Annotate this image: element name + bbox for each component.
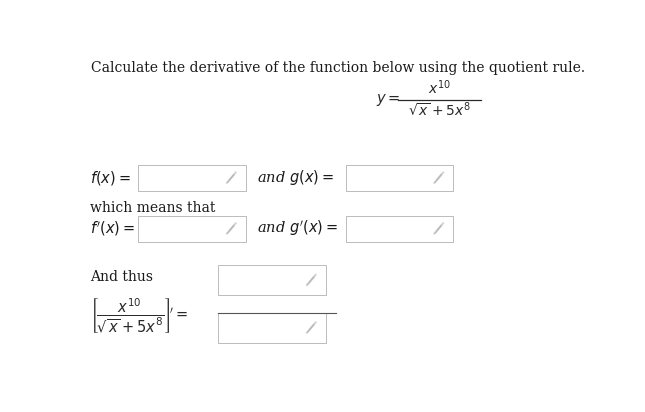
Text: and $g(x) =$: and $g(x) =$ bbox=[257, 169, 333, 187]
Text: $\left[\dfrac{x^{10}}{\sqrt{x}+5x^{8}}\right]^{\!\prime}=$: $\left[\dfrac{x^{10}}{\sqrt{x}+5x^{8}}\r… bbox=[90, 297, 188, 335]
FancyBboxPatch shape bbox=[346, 215, 453, 242]
Text: And thus: And thus bbox=[90, 270, 153, 284]
FancyBboxPatch shape bbox=[218, 265, 326, 295]
FancyBboxPatch shape bbox=[218, 313, 326, 343]
Text: and $g'(x) =$: and $g'(x) =$ bbox=[257, 219, 337, 239]
Text: Calculate the derivative of the function below using the quotient rule.: Calculate the derivative of the function… bbox=[90, 61, 585, 75]
Text: $\sqrt{x}+5x^{8}$: $\sqrt{x}+5x^{8}$ bbox=[408, 101, 471, 119]
Text: which means that: which means that bbox=[90, 201, 215, 215]
Text: $f(x) =$: $f(x) =$ bbox=[90, 169, 130, 187]
Text: $f'(x) =$: $f'(x) =$ bbox=[90, 219, 135, 238]
Text: $y =$: $y =$ bbox=[375, 92, 400, 108]
FancyBboxPatch shape bbox=[138, 215, 246, 242]
FancyBboxPatch shape bbox=[346, 165, 453, 191]
Text: $x^{10}$: $x^{10}$ bbox=[428, 79, 451, 98]
FancyBboxPatch shape bbox=[138, 165, 246, 191]
